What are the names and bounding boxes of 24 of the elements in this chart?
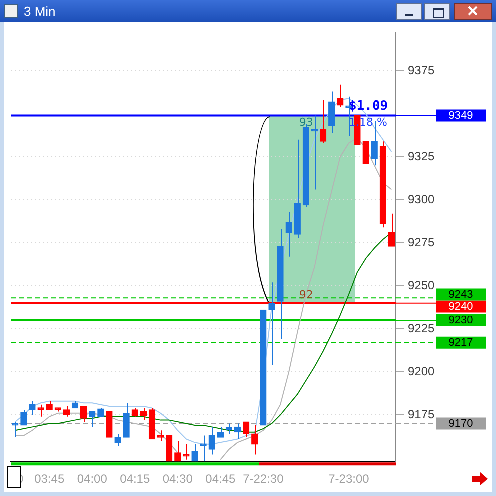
ref-line-label: 9243 [448, 288, 474, 301]
y-tick-label: 9375 [408, 63, 436, 78]
annotation: $1.09 [348, 98, 388, 114]
y-tick-label: 9200 [408, 364, 436, 378]
x-tick-label: 04:00 [77, 472, 108, 486]
y-tick-label: 9325 [408, 149, 436, 164]
y-tick-label: 9250 [408, 278, 436, 292]
x-tick-label: 04:15 [120, 472, 150, 486]
x-tick-label: 04:30 [162, 472, 194, 486]
y-tick-label: 9175 [408, 407, 436, 422]
ref-line-label: 9170 [448, 418, 474, 430]
x-tick-label: 03:45 [34, 472, 65, 486]
x-tick-label: 7-23:00 [328, 472, 370, 486]
chart-title: 3 Min [24, 4, 56, 19]
ref-line-label: 9230 [448, 314, 474, 327]
annotation: 93 [299, 116, 314, 129]
ref-line-label: 9240 [448, 300, 474, 313]
y-tick-label: 9225 [408, 321, 436, 336]
x-tick-label: 04:45 [206, 472, 236, 486]
y-tick-label: 9275 [408, 235, 436, 250]
x-tick-label: 7-22:30 [243, 472, 284, 486]
ref-line-label: 9217 [448, 336, 474, 349]
y-tick-label: 9300 [408, 192, 436, 206]
ref-line-label: 9349 [448, 110, 474, 122]
